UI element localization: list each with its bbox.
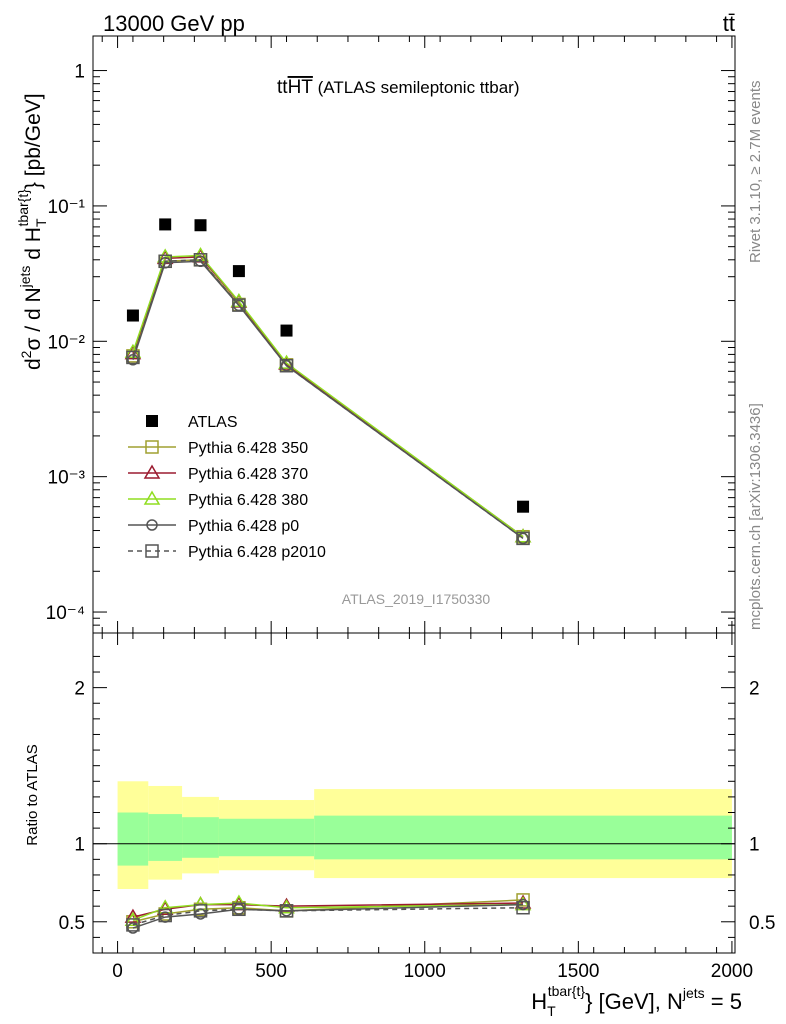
y-tick-label: 1 — [74, 62, 85, 83]
ratio-y-axis-label: Ratio to ATLAS — [24, 744, 41, 845]
legend-marker-pythia-6-428-p0 — [146, 519, 158, 531]
legend-atlas-label: ATLAS — [188, 414, 238, 431]
plot-title: ttHT (ATLAS semileptonic ttbar) — [277, 77, 519, 98]
x-axis-label: HTtbar{t}} [GeV], Njets = 5 — [531, 983, 742, 1019]
ratio-marker-pythia-6-428-350 — [516, 893, 530, 907]
legend-marker-pythia-6-428-380 — [143, 490, 161, 505]
ratio-marker-pythia-6-428-p0 — [127, 922, 139, 934]
legend-marker-pythia-6-428-350 — [145, 440, 159, 454]
legend-atlas-marker — [146, 415, 158, 427]
legend-label-pythia-6-428-370: Pythia 6.428 370 — [188, 466, 308, 483]
ratio-tick-label-right: 2 — [749, 679, 760, 700]
atlas-data-point — [517, 500, 530, 513]
stat-uncertainty-band — [148, 814, 183, 861]
x-tick-label: 1000 — [404, 961, 446, 982]
ratio-marker-pythia-6-428-p2010 — [126, 918, 140, 932]
analysis-watermark: ATLAS_2019_I1750330 — [342, 591, 491, 607]
stat-uncertainty-band — [182, 817, 219, 858]
x-tick-label: 0 — [112, 961, 123, 982]
legend-marker-pythia-6-428-p2010 — [145, 544, 159, 558]
ratio-marker-pythia-6-428-p0 — [517, 898, 529, 911]
x-tick-label: 1500 — [557, 961, 599, 982]
legend: ATLAS Pythia 6.428 350 Pythia 6.428 370 Pyt… — [128, 414, 326, 561]
atlas-data-point — [159, 218, 172, 231]
ratio-marker-pythia-6-428-370 — [124, 908, 142, 923]
ratio-tick-label: 1 — [74, 835, 85, 856]
ratio-marker-pythia-6-428-p0 — [280, 905, 293, 917]
series-marker-pythia-6-428-p2010 — [158, 254, 172, 269]
y-tick-label: 10⁻³ — [48, 468, 86, 489]
stat-uncertainty-band — [314, 815, 732, 860]
atlas-data-point — [232, 265, 245, 278]
header-process-label: tt̄ — [723, 11, 735, 36]
y-tick-label: 10⁻² — [48, 332, 86, 353]
header-energy-label: 13000 GeV pp — [103, 11, 245, 36]
rivet-version-label: Rivet 3.1.10, ≥ 2.7M events — [747, 81, 764, 264]
ratio-marker-pythia-6-428-380 — [230, 894, 248, 909]
series-marker-pythia-6-428-p0 — [517, 532, 529, 545]
series-layer — [124, 247, 532, 934]
ratio-tick-label-right: 0.5 — [749, 913, 775, 934]
atlas-data-point — [280, 324, 293, 337]
ratio-tick-label: 2 — [74, 679, 85, 700]
ratio-tick-label-right: 1 — [749, 835, 760, 856]
axes-ticks: 0 500 1000 1500 2000 10⁻⁴ 10⁻³ 10⁻² 10⁻¹ 1 0.5 0.5 1… — [46, 36, 775, 982]
series-marker-pythia-6-428-p0 — [280, 359, 293, 372]
ratio-marker-pythia-6-428-p2010 — [279, 904, 294, 918]
ratio-uncertainty-bands — [117, 781, 732, 889]
series-marker-pythia-6-428-p2010 — [126, 350, 140, 365]
main-y-axis-label: d2σ / d Njets d HTtbar{t}} [pb/GeV] — [15, 93, 49, 370]
y-tick-label: 10⁻⁴ — [46, 603, 85, 624]
legend-label-pythia-6-428-p0: Pythia 6.428 p0 — [188, 518, 299, 535]
ratio-marker-pythia-6-428-p2010 — [232, 902, 246, 917]
legend-label-pythia-6-428-350: Pythia 6.428 350 — [188, 440, 308, 457]
series-marker-pythia-6-428-p2010 — [279, 358, 294, 373]
ratio-marker-pythia-6-428-p2010 — [516, 900, 530, 915]
legend-marker-pythia-6-428-370 — [143, 464, 161, 479]
series-marker-pythia-6-428-p2010 — [516, 531, 530, 546]
ratio-marker-pythia-6-428-p2010 — [193, 904, 208, 918]
ratio-tick-label: 0.5 — [59, 913, 85, 934]
y-tick-label: 10⁻¹ — [48, 197, 86, 218]
mcplots-reference-label: mcplots.cern.ch [arXiv:1306.3436] — [747, 403, 764, 630]
series-marker-pythia-6-428-p2010 — [193, 253, 208, 267]
series-line-pythia-6-428-p2010 — [132, 259, 524, 539]
stat-uncertainty-band — [218, 818, 315, 857]
atlas-data-point — [194, 219, 207, 232]
stat-uncertainty-band — [117, 812, 149, 866]
ratio-plot-frame — [92, 632, 736, 954]
x-tick-label: 2000 — [711, 961, 753, 982]
series-line-pythia-6-428-380 — [132, 254, 524, 538]
series-marker-pythia-6-428-p0 — [127, 354, 139, 366]
atlas-data-point — [126, 309, 139, 322]
ratio-marker-pythia-6-428-p2010 — [158, 908, 172, 923]
plot-title-overline: HT — [288, 77, 314, 98]
x-tick-label: 500 — [255, 961, 287, 982]
legend-label-pythia-6-428-p2010: Pythia 6.428 p2010 — [188, 544, 326, 561]
ratio-marker-pythia-6-428-p0 — [194, 908, 207, 920]
atlas-data-layer — [126, 218, 530, 513]
series-marker-pythia-6-428-p2010 — [232, 298, 246, 312]
legend-label-pythia-6-428-380: Pythia 6.428 380 — [188, 492, 308, 509]
